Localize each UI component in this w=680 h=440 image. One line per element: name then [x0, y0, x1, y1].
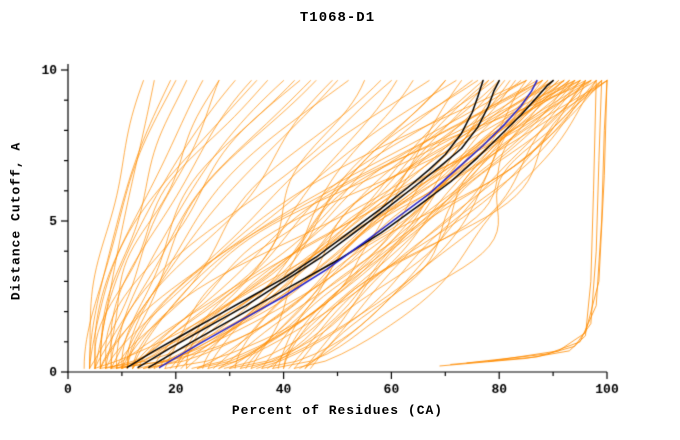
chart-title: T1068-D1: [299, 10, 376, 26]
y-axis-label: Distance Cutoff, A: [8, 141, 24, 301]
x-axis-label: Percent of Residues (CA): [231, 403, 444, 418]
